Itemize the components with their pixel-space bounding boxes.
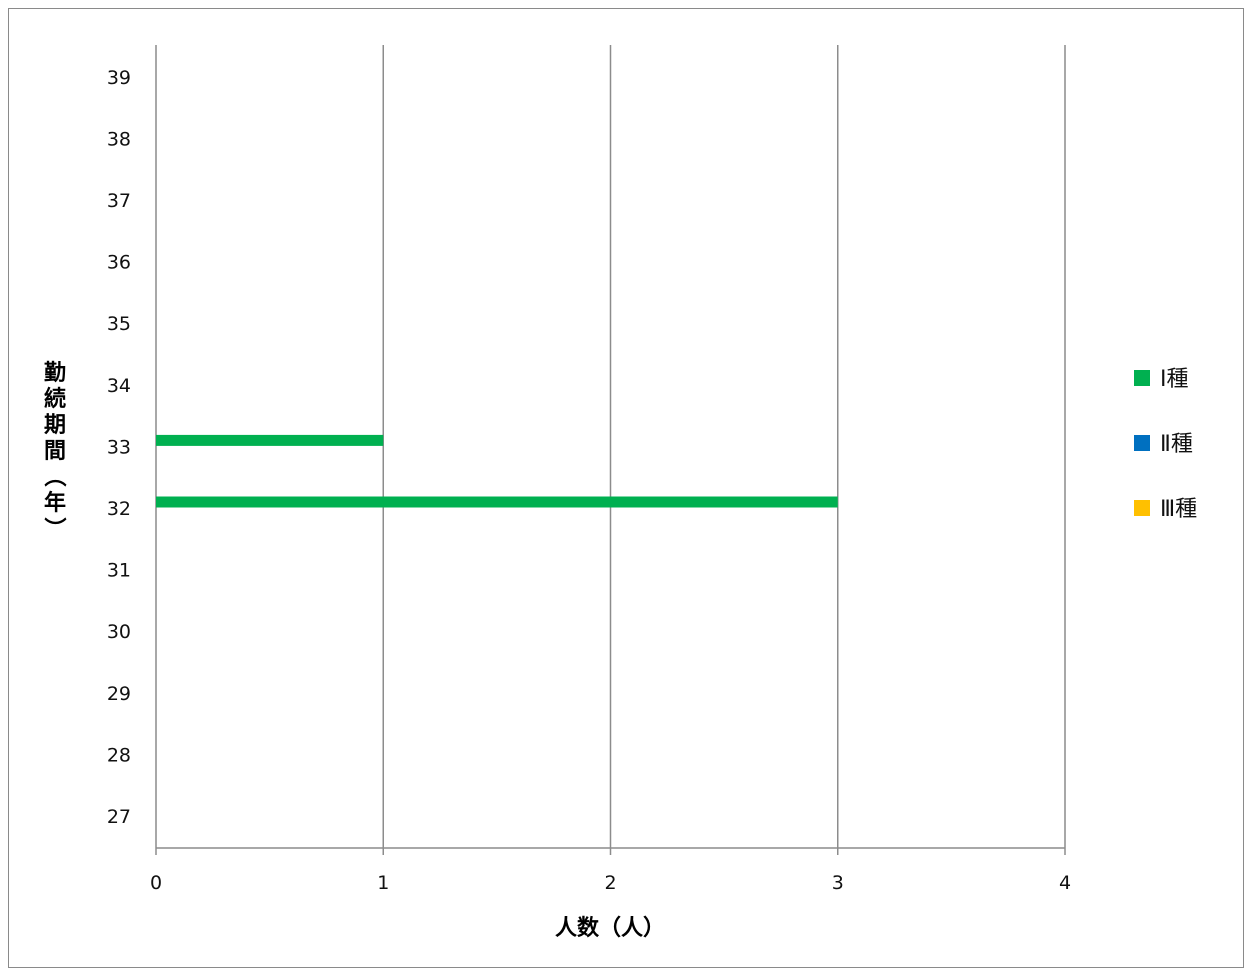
y-axis-title-char: 続: [44, 386, 66, 412]
y-tick-label: 38: [107, 128, 131, 150]
y-tick-label: 30: [107, 621, 131, 643]
chart-frame: [8, 8, 1244, 968]
x-tick-label: 3: [832, 872, 844, 894]
legend-label-Ⅰ種: Ⅰ種: [1160, 367, 1189, 392]
legend-swatch-Ⅰ種: [1134, 370, 1150, 386]
y-axis-title-char: 間: [44, 439, 66, 464]
y-tick-label: 33: [107, 436, 131, 458]
y-axis-title-char: 年: [44, 490, 66, 516]
x-tick-label: 0: [150, 872, 162, 894]
bar-Ⅰ種-33: [156, 434, 384, 446]
x-tick-label: 4: [1059, 872, 1071, 894]
y-axis-title-char: （: [41, 465, 66, 487]
legend-swatch-Ⅱ種: [1134, 435, 1150, 451]
y-tick-label: 35: [107, 313, 131, 335]
y-axis-title-char: 勤: [44, 360, 66, 386]
y-tick-label: 39: [107, 67, 131, 89]
y-tick-label: 34: [107, 375, 131, 397]
legend-label-Ⅲ種: Ⅲ種: [1160, 497, 1197, 522]
y-tick-label: 27: [107, 806, 131, 828]
y-tick-label: 28: [107, 744, 131, 766]
y-tick-label: 36: [107, 252, 131, 274]
y-tick-label: 31: [107, 560, 131, 582]
bar-Ⅰ種-32: [156, 496, 838, 508]
x-tick-label: 1: [377, 872, 389, 894]
y-axis-title-char: 期: [44, 413, 66, 438]
x-axis-title: 人数（人）: [555, 915, 665, 941]
y-tick-label: 37: [107, 190, 131, 212]
y-tick-label: 29: [107, 683, 131, 705]
legend-label-Ⅱ種: Ⅱ種: [1160, 432, 1193, 457]
y-tick-label: 32: [107, 498, 131, 520]
y-axis-title-char: ）: [41, 517, 66, 539]
x-tick-label: 2: [604, 872, 616, 894]
legend-swatch-Ⅲ種: [1134, 500, 1150, 516]
